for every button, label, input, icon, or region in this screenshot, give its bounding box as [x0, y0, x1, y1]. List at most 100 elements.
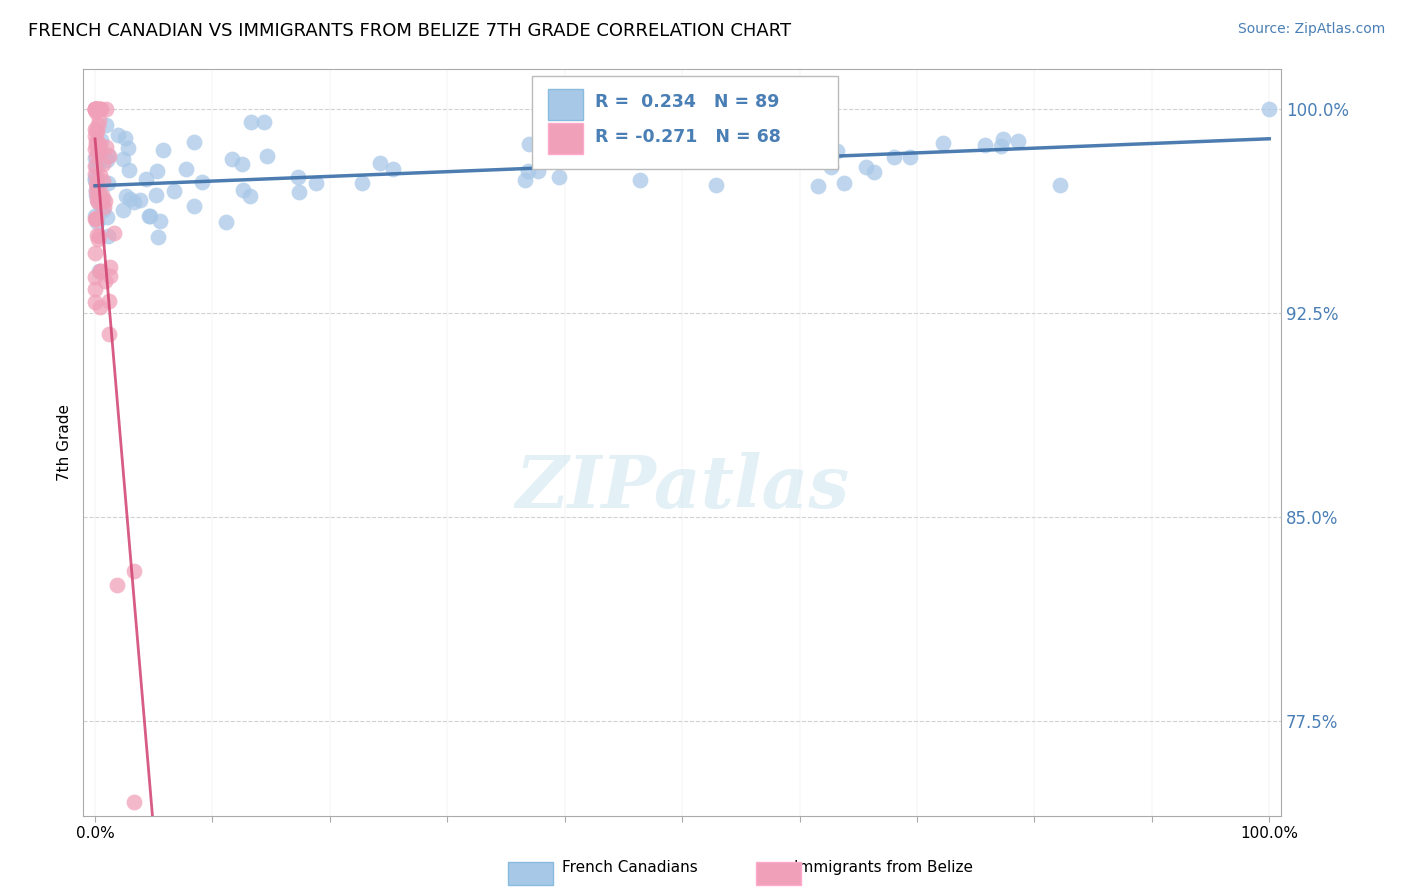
Point — [124, 795, 146, 809]
Point — [84, 211, 107, 225]
Point — [98, 260, 121, 274]
Point — [91, 192, 114, 206]
Point — [628, 173, 651, 187]
Point — [111, 152, 134, 166]
Point — [574, 130, 596, 145]
Point — [94, 194, 117, 209]
Point — [527, 164, 550, 178]
Point — [98, 294, 121, 309]
Text: Immigrants from Belize: Immigrants from Belize — [794, 861, 973, 875]
Point — [96, 153, 118, 167]
Point — [98, 149, 121, 163]
Point — [107, 128, 129, 142]
Point — [149, 214, 172, 228]
Point — [728, 142, 751, 156]
Point — [86, 215, 108, 229]
Point — [111, 203, 134, 218]
Point — [97, 148, 120, 162]
Point — [813, 151, 835, 165]
Point — [122, 194, 145, 209]
Point — [86, 103, 108, 117]
Point — [174, 161, 197, 176]
Point — [84, 282, 107, 296]
Point — [84, 170, 107, 185]
Point — [86, 149, 108, 163]
Point — [704, 178, 727, 192]
Point — [832, 176, 855, 190]
Point — [89, 187, 111, 202]
Point — [145, 188, 167, 202]
Point — [86, 193, 108, 207]
Point — [382, 162, 405, 177]
Point — [105, 578, 128, 592]
Point — [1007, 134, 1029, 148]
Text: R =  0.234   N = 89: R = 0.234 N = 89 — [595, 93, 779, 112]
Point — [152, 143, 174, 157]
Point — [86, 228, 108, 243]
Point — [118, 163, 141, 178]
Point — [89, 103, 111, 117]
Point — [84, 246, 107, 260]
Point — [1258, 103, 1281, 117]
Point — [87, 232, 110, 246]
Point — [87, 264, 110, 278]
Point — [87, 194, 110, 208]
Point — [84, 209, 107, 223]
Point — [87, 118, 110, 132]
Point — [855, 160, 877, 174]
Point — [87, 112, 110, 127]
Point — [94, 139, 117, 153]
Point — [231, 184, 253, 198]
Point — [84, 103, 107, 117]
Point — [974, 138, 997, 153]
Point — [114, 189, 136, 203]
Point — [163, 184, 186, 198]
Point — [98, 326, 121, 341]
Point — [256, 149, 278, 163]
Point — [900, 150, 922, 164]
Point — [84, 104, 107, 119]
Point — [97, 229, 120, 244]
Point — [240, 115, 263, 129]
Point — [90, 133, 112, 147]
Point — [673, 148, 696, 162]
Point — [183, 199, 205, 213]
Point — [84, 103, 107, 117]
Point — [91, 202, 114, 217]
FancyBboxPatch shape — [533, 76, 838, 169]
Point — [87, 103, 110, 117]
Point — [239, 189, 262, 203]
Point — [84, 270, 107, 285]
Point — [991, 132, 1014, 146]
Point — [87, 139, 110, 153]
Point — [84, 295, 107, 310]
Point — [84, 184, 107, 198]
Point — [122, 564, 145, 578]
Point — [87, 195, 110, 210]
Point — [87, 146, 110, 161]
Point — [89, 197, 111, 211]
Point — [231, 157, 253, 171]
Point — [84, 103, 107, 117]
Point — [87, 158, 110, 172]
Point — [807, 179, 830, 194]
Point — [103, 226, 125, 240]
Point — [253, 115, 276, 129]
Point — [94, 103, 117, 117]
Point — [191, 176, 214, 190]
Point — [84, 173, 107, 187]
Point — [89, 168, 111, 182]
Point — [548, 169, 571, 184]
Point — [91, 157, 114, 171]
Point — [98, 269, 121, 284]
Point — [84, 103, 107, 117]
Point — [146, 164, 169, 178]
Point — [932, 136, 955, 150]
Text: FRENCH CANADIAN VS IMMIGRANTS FROM BELIZE 7TH GRADE CORRELATION CHART: FRENCH CANADIAN VS IMMIGRANTS FROM BELIZ… — [28, 22, 792, 40]
Text: ZIPatlas: ZIPatlas — [515, 451, 849, 523]
Point — [785, 126, 807, 140]
Point — [94, 118, 117, 132]
Point — [517, 163, 540, 178]
Point — [89, 228, 111, 243]
Point — [84, 121, 107, 136]
